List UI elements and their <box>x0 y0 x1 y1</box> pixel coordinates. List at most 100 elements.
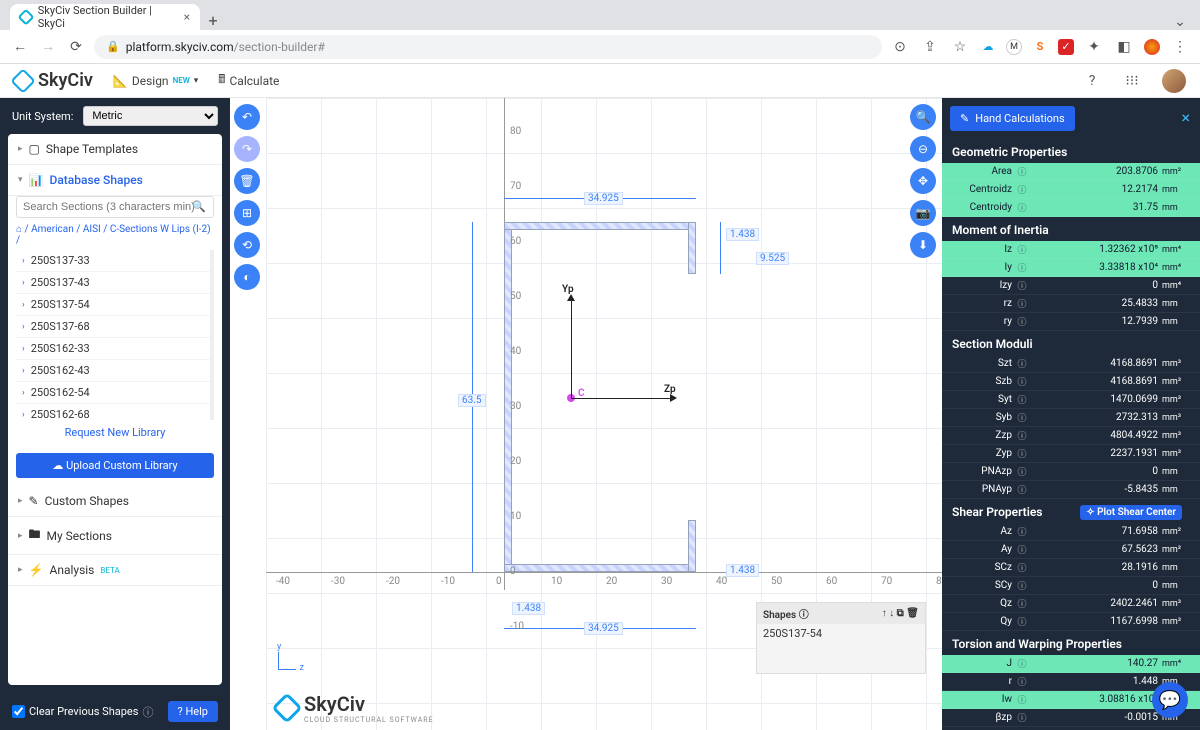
tab-title: SkyCiv Section Builder | SkyCi <box>38 4 178 30</box>
dim-height: 63.5 <box>458 394 486 407</box>
undo-button[interactable]: ↶ <box>234 104 260 130</box>
right-panel: × ✎ Hand Calculations Geometric Properti… <box>942 98 1200 730</box>
property-row: SCyⓘ0mm <box>942 577 1200 595</box>
snapshot-button[interactable]: 📷 <box>910 200 936 226</box>
shapes-panel-item[interactable]: 250S137-54 <box>757 624 925 643</box>
search-icon[interactable]: ⊙ <box>890 39 910 55</box>
shape-item[interactable]: ›250S137-68 <box>16 316 210 338</box>
x-tick: -30 <box>331 576 345 587</box>
request-library-link[interactable]: Request New Library <box>16 420 214 445</box>
breadcrumb[interactable]: ⌂ / American / AISI / C-Sections W Lips … <box>16 224 214 246</box>
new-tab-button[interactable]: + <box>200 11 226 30</box>
forward-icon[interactable]: → <box>38 38 58 55</box>
x-tick: 40 <box>716 576 727 587</box>
favicon-icon <box>17 9 34 26</box>
shape-item[interactable]: ›250S137-43 <box>16 272 210 294</box>
ruler-icon: 📐 <box>113 74 128 88</box>
redo-button[interactable]: ↷ <box>234 136 260 162</box>
kebab-icon[interactable]: ⋮ <box>1170 39 1190 55</box>
acc-my-sections[interactable]: ▸🖿My Sections <box>8 517 222 555</box>
extensions-icon[interactable]: ✦ <box>1084 39 1104 55</box>
shape-item[interactable]: ›250S162-33 <box>16 338 210 360</box>
brand-logo-icon <box>10 68 35 93</box>
app-bar: SkyCiv 📐 Design NEW ▾ 🖩 Calculate ? ⁝⁝⁝ <box>0 64 1200 98</box>
grid-button[interactable]: ⊞ <box>234 200 260 226</box>
property-row: Centroidyⓘ31.75mm <box>942 199 1200 217</box>
delete-button[interactable]: 🗑 <box>234 168 260 194</box>
acc-custom-shapes[interactable]: ▸✎Custom Shapes <box>8 486 222 517</box>
mirror-button[interactable]: ◐ <box>234 264 260 290</box>
x-axis <box>266 572 942 573</box>
property-row: Sztⓘ4168.8691mm³ <box>942 355 1200 373</box>
ext-s-icon[interactable]: S <box>1032 39 1048 55</box>
x-tick: 20 <box>606 576 617 587</box>
acc-shape-templates[interactable]: ▸▢Shape Templates <box>8 134 222 165</box>
right-toolstrip: 🔍 ⊖ ✥ 📷 ⬇ <box>910 104 936 258</box>
zoom-out-button[interactable]: ⊖ <box>910 136 936 162</box>
clear-prev-checkbox[interactable]: Clear Previous Shapes ⓘ <box>12 704 153 720</box>
profile-avatar-icon[interactable] <box>1144 39 1160 55</box>
upload-library-button[interactable]: ☁ Upload Custom Library <box>16 453 214 478</box>
search-input[interactable] <box>16 196 214 218</box>
x-tick: 60 <box>826 576 837 587</box>
shape-item[interactable]: ›250S137-33 <box>16 250 210 272</box>
share-icon[interactable]: ⇪ <box>920 39 940 55</box>
acc-database-shapes[interactable]: ▾📊Database Shapes <box>8 165 222 196</box>
y-tick: 30 <box>510 401 521 412</box>
hand-calculations-button[interactable]: ✎ Hand Calculations <box>950 106 1075 131</box>
apps-grid-icon[interactable]: ⁝⁝⁝ <box>1122 73 1142 89</box>
y-tick: 40 <box>510 346 521 357</box>
y-tick: 50 <box>510 291 521 302</box>
menu-design[interactable]: 📐 Design NEW ▾ <box>113 74 198 88</box>
shape-item[interactable]: ›250S137-54 <box>16 294 210 316</box>
reload-icon[interactable]: ⟳ <box>66 39 86 55</box>
brand[interactable]: SkyCiv <box>14 70 93 91</box>
shapes-panel-tools[interactable]: ↑ ↓ ⧉ 🗑 <box>882 608 919 619</box>
property-row: Areaⓘ203.8706mm² <box>942 163 1200 181</box>
menu-calculate[interactable]: 🖩 Calculate <box>218 70 279 91</box>
browser-tab[interactable]: SkyCiv Section Builder | SkyCi × <box>10 4 200 30</box>
chat-button[interactable]: 💬 <box>1152 682 1188 718</box>
acc-analysis[interactable]: ▸⚡Analysis BETA <box>8 555 222 586</box>
canvas-area: ↶ ↷ 🗑 ⊞ ⟲ ◐ <box>230 98 942 730</box>
zoom-in-button[interactable]: 🔍 <box>910 104 936 130</box>
group-geometric: Geometric Properties <box>942 139 1200 163</box>
x-tick: 10 <box>551 576 562 587</box>
ext-m-icon[interactable]: M <box>1006 39 1022 55</box>
extension-icons: ⊙ ⇪ ☆ ☁ M S ✓ ✦ ◧ ⋮ <box>890 39 1190 55</box>
shape-item[interactable]: ›250S162-68 <box>16 404 210 420</box>
star-icon[interactable]: ☆ <box>950 39 970 55</box>
zp-axis <box>571 398 671 399</box>
shape-item[interactable]: ›250S162-54 <box>16 382 210 404</box>
x-tick: -10 <box>441 576 455 587</box>
user-avatar[interactable] <box>1162 69 1186 93</box>
canvas[interactable]: Yp Zp C 34.925 34.925 63.5 9.525 1.438 1… <box>266 98 942 730</box>
unit-select[interactable]: Metric <box>83 106 218 126</box>
fit-button[interactable]: ✥ <box>910 168 936 194</box>
help-button[interactable]: ? Help <box>168 701 218 722</box>
yp-label: Yp <box>562 284 574 295</box>
panel-icon[interactable]: ◧ <box>1114 39 1134 55</box>
property-row: rzⓘ25.4833mm <box>942 295 1200 313</box>
y-tick: -10 <box>510 621 524 632</box>
plot-shear-button[interactable]: ✧ Plot Shear Center <box>1080 505 1182 520</box>
ext-shield-icon[interactable]: ✓ <box>1058 39 1074 55</box>
close-panel-icon[interactable]: × <box>1181 108 1190 127</box>
property-row: Izⓘ1.32362 x10⁵mm⁴ <box>942 241 1200 259</box>
property-row: Zypⓘ2237.1931mm³ <box>942 445 1200 463</box>
address-bar[interactable]: 🔒 platform.skyciv.com /section-builder# <box>94 35 882 59</box>
x-tick: 70 <box>881 576 892 587</box>
back-icon[interactable]: ← <box>10 38 30 55</box>
x-tick: -20 <box>386 576 400 587</box>
shapes-panel[interactable]: Shapes ⓘ↑ ↓ ⧉ 🗑 250S137-54 <box>756 602 926 674</box>
y-tick: 60 <box>510 236 521 247</box>
close-tab-icon[interactable]: × <box>184 10 190 24</box>
help-icon[interactable]: ? <box>1082 73 1102 89</box>
download-button[interactable]: ⬇ <box>910 232 936 258</box>
property-row: SCzⓘ28.1916mm <box>942 559 1200 577</box>
chevron-down-icon[interactable]: ⌄ <box>1170 14 1190 30</box>
rotate-button[interactable]: ⟲ <box>234 232 260 258</box>
yp-axis <box>571 298 572 398</box>
ext-cloud-icon[interactable]: ☁ <box>980 39 996 55</box>
shape-item[interactable]: ›250S162-43 <box>16 360 210 382</box>
